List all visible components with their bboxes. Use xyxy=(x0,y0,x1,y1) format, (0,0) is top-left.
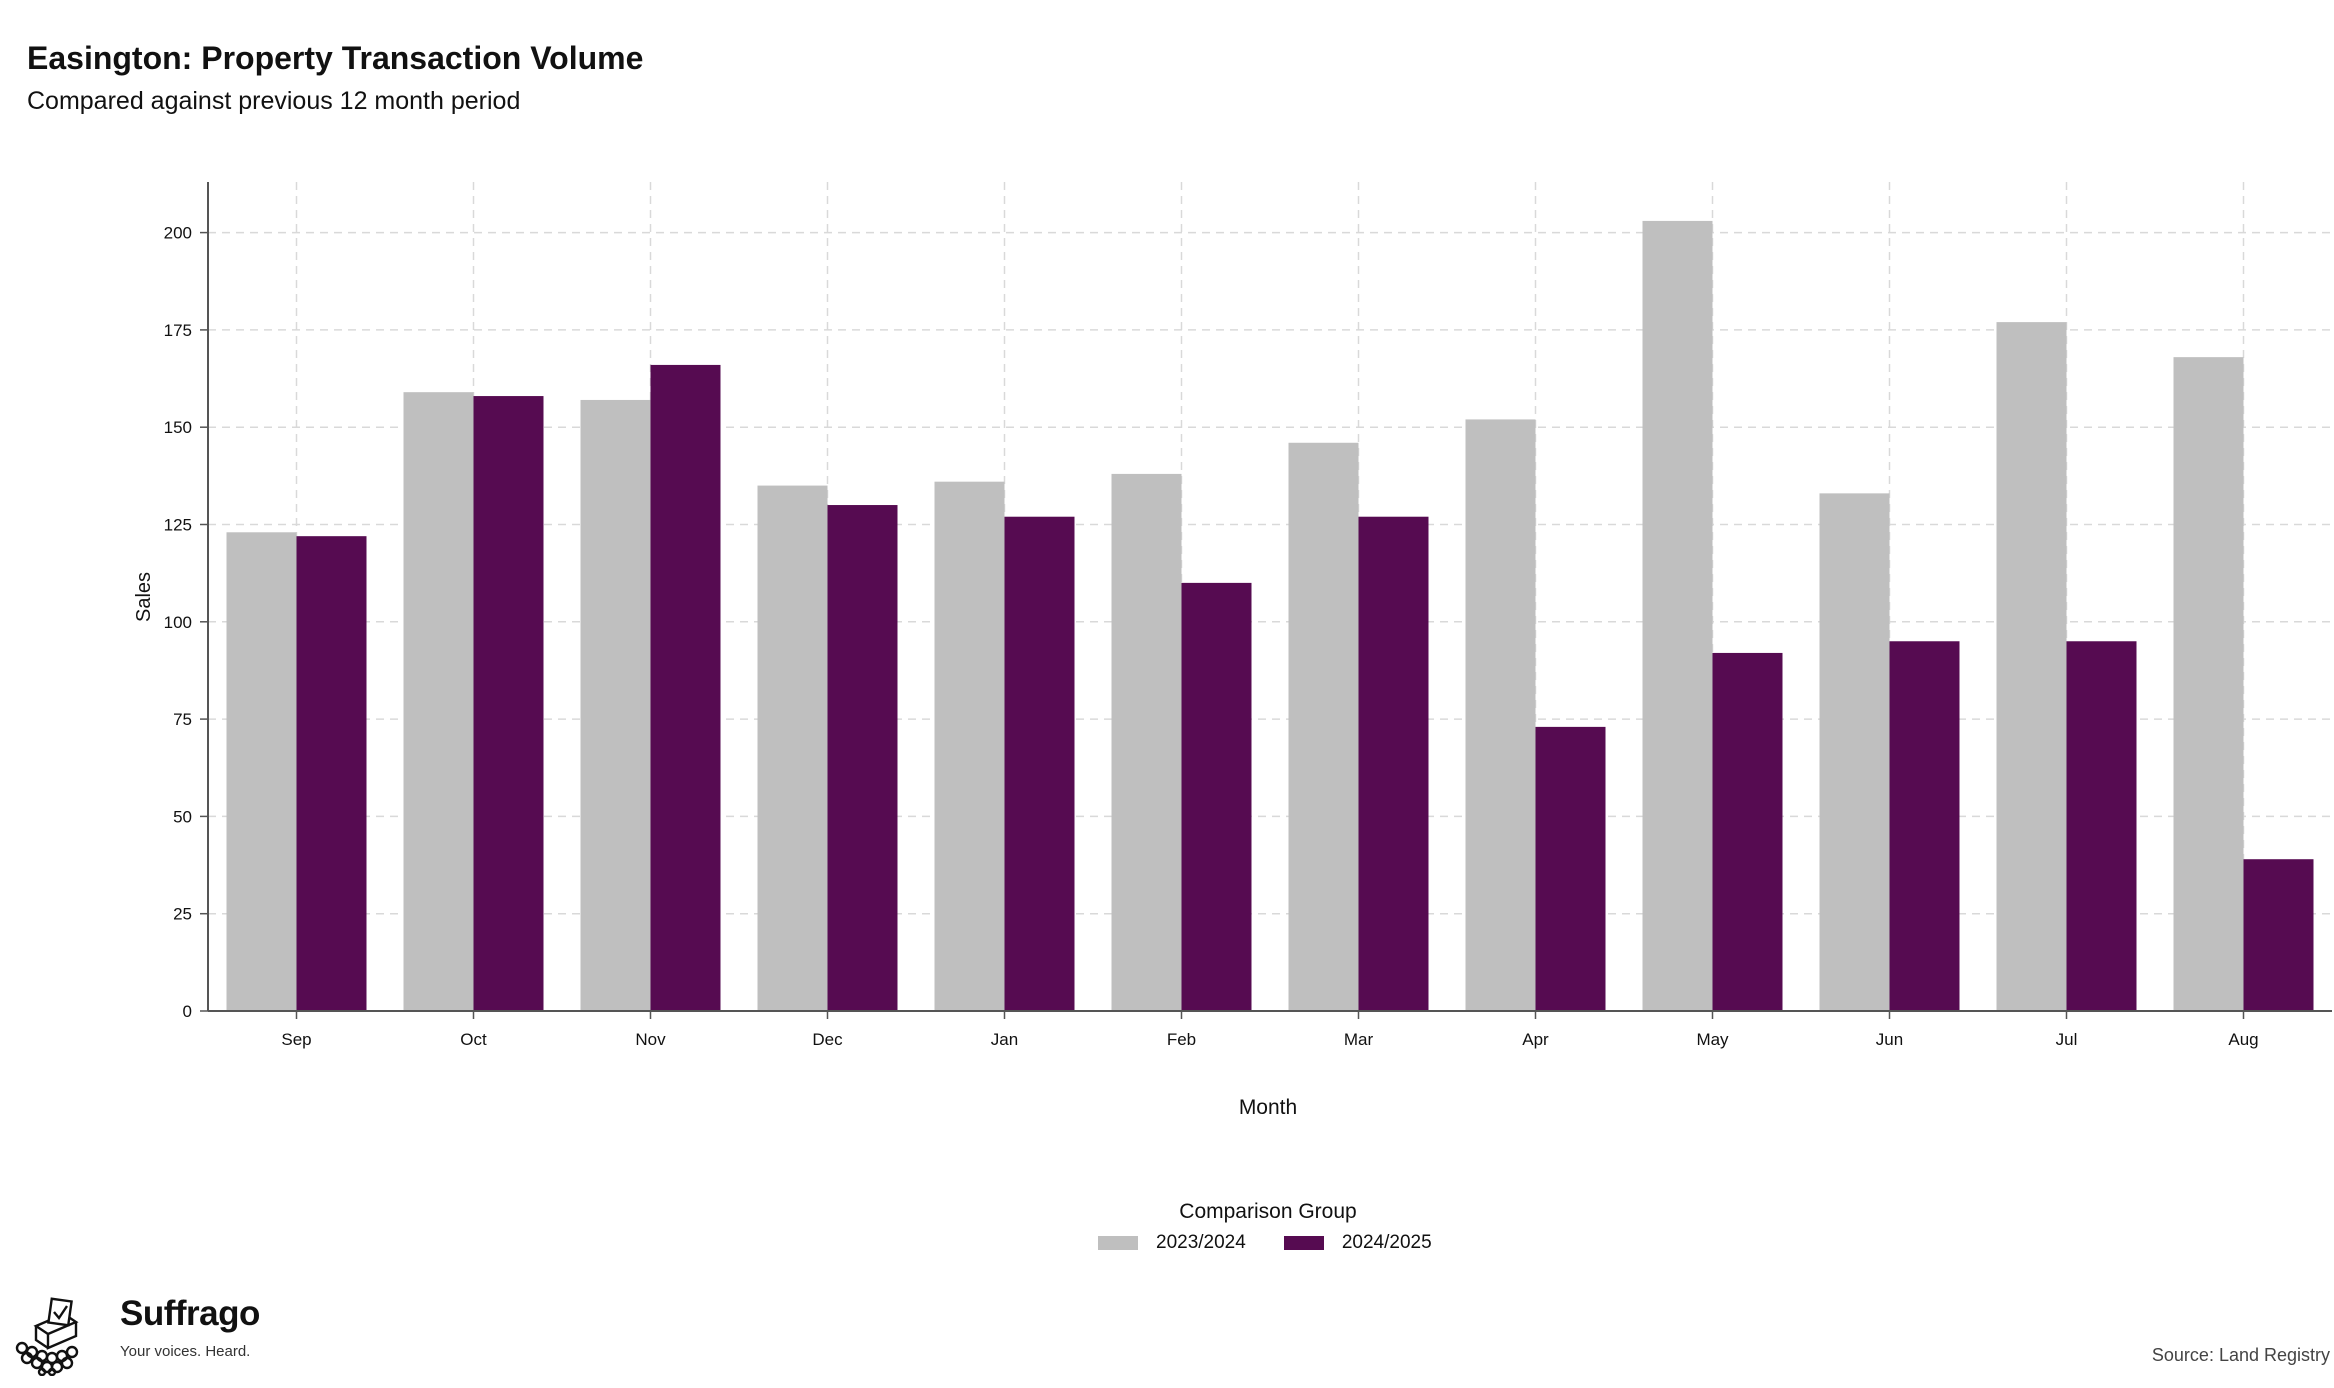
brand-name: Suffrago xyxy=(120,1294,260,1333)
bar-chart: 0 25 50 75 100 125 150 175 200 Sep Oct Nov Dec Jan Feb… xyxy=(133,182,2332,1119)
x-tick-label: Aug xyxy=(2228,1030,2258,1049)
x-tick-label: May xyxy=(1696,1030,1729,1049)
bars xyxy=(226,220,2314,1012)
chart-title: Easington: Property Transaction Volume xyxy=(27,40,644,76)
bar-2024-2025-mar xyxy=(1358,516,1429,1011)
legend-swatch-2024-2025 xyxy=(1283,1236,1324,1250)
y-axis-label: Sales xyxy=(133,572,155,622)
legend-swatch-2023-2024 xyxy=(1098,1236,1138,1250)
x-tick-label: Apr xyxy=(1522,1030,1549,1049)
bar-2024-2025-aug xyxy=(2243,859,2314,1011)
bar-2024-2025-apr xyxy=(1535,726,1606,1011)
bar-2023-2024-jul xyxy=(1996,322,2067,1011)
bar-2023-2024-dec xyxy=(757,485,828,1011)
axes: 0 25 50 75 100 125 150 175 200 Sep Oct Nov Dec Jan Feb… xyxy=(164,182,2332,1049)
bar-2024-2025-sep xyxy=(296,536,367,1011)
bar-2024-2025-nov xyxy=(650,364,721,1011)
bar-2023-2024-aug xyxy=(2173,357,2244,1011)
y-tick-label: 100 xyxy=(164,613,192,632)
y-tick-label: 200 xyxy=(164,224,192,243)
brand-logo-block: Suffrago Your voices. Heard. xyxy=(14,1296,260,1376)
y-tick-label: 175 xyxy=(164,321,192,340)
bar-2023-2024-mar xyxy=(1288,442,1359,1011)
y-tick-label: 150 xyxy=(164,418,192,437)
bar-2023-2024-nov xyxy=(580,399,651,1011)
brand-tagline: Your voices. Heard. xyxy=(120,1343,251,1360)
y-tick-label: 25 xyxy=(173,905,192,924)
bar-2023-2024-feb xyxy=(1111,473,1182,1012)
x-tick-label: Nov xyxy=(635,1030,666,1049)
x-tick-label: Jul xyxy=(2056,1030,2078,1049)
bar-2023-2024-sep xyxy=(226,532,297,1011)
bar-2023-2024-jun xyxy=(1819,493,1890,1011)
legend-item-2024-2025: 2024/2025 xyxy=(1283,1232,1432,1254)
source-note: Source: Land Registry xyxy=(2151,1345,2330,1365)
ballot-box-icon xyxy=(15,1297,79,1376)
chart-subtitle: Compared against previous 12 month perio… xyxy=(27,87,521,115)
x-tick-label: Dec xyxy=(812,1030,843,1049)
bar-2024-2025-jun xyxy=(1889,641,1960,1011)
bar-2024-2025-jul xyxy=(2066,641,2137,1011)
bar-2023-2024-jan xyxy=(934,481,1005,1012)
bar-2024-2025-dec xyxy=(827,505,898,1011)
bar-2024-2025-jan xyxy=(1004,516,1075,1011)
legend-label-2023-2024: 2023/2024 xyxy=(1156,1232,1246,1253)
bar-2024-2025-oct xyxy=(473,396,544,1011)
legend-item-2023-2024: 2023/2024 xyxy=(1098,1232,1246,1254)
legend-label-2024-2025: 2024/2025 xyxy=(1341,1232,1432,1253)
bar-2023-2024-oct xyxy=(403,392,474,1011)
bar-2024-2025-may xyxy=(1712,652,1783,1011)
x-axis-label: Month xyxy=(1239,1096,1297,1119)
legend: 2023/2024 2024/2025 xyxy=(1098,1232,1470,1254)
legend-title: Comparison Group xyxy=(1179,1200,1357,1223)
y-tick-label: 50 xyxy=(173,807,192,826)
y-tick-label: 125 xyxy=(164,515,192,534)
bar-2023-2024-may xyxy=(1642,220,1713,1012)
x-tick-label: Mar xyxy=(1344,1030,1374,1049)
x-tick-label: Jun xyxy=(1876,1030,1903,1049)
y-tick-label: 75 xyxy=(173,710,192,729)
bar-2023-2024-apr xyxy=(1465,419,1536,1011)
x-tick-label: Oct xyxy=(460,1030,487,1049)
x-tick-label: Jan xyxy=(991,1030,1018,1049)
y-tick-label: 0 xyxy=(183,1002,192,1021)
bar-2024-2025-feb xyxy=(1181,582,1252,1011)
x-tick-label: Sep xyxy=(281,1030,311,1049)
x-tick-label: Feb xyxy=(1167,1030,1196,1049)
